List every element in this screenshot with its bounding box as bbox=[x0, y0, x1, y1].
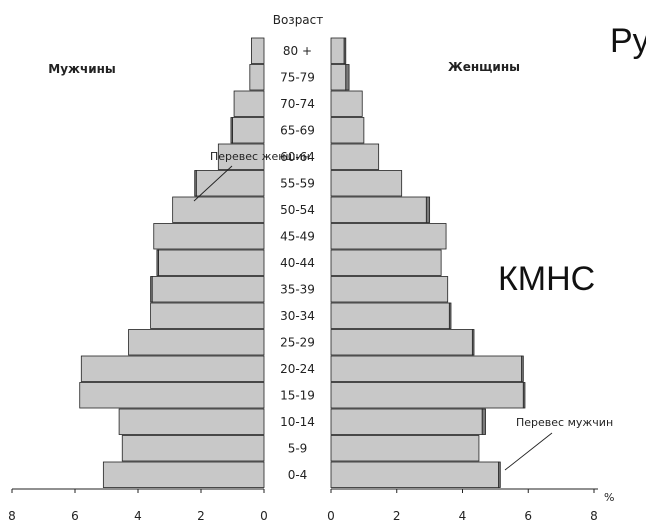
male-bar bbox=[158, 249, 265, 276]
female-bar bbox=[330, 196, 427, 223]
male-x-tick-label: 8 bbox=[8, 509, 16, 523]
female-bar bbox=[330, 435, 480, 462]
male-excess-segment bbox=[150, 276, 153, 303]
age-group-label: 0-4 bbox=[288, 468, 308, 482]
age-group-label: 70-74 bbox=[280, 97, 315, 111]
female-excess-segment bbox=[425, 196, 431, 223]
female-excess-segment bbox=[521, 355, 524, 382]
female-bar bbox=[330, 355, 523, 382]
male-bar bbox=[79, 382, 265, 409]
female-excess-segment bbox=[481, 408, 486, 435]
age-group-label: 65-69 bbox=[280, 123, 315, 137]
top-right-text: Ру bbox=[610, 22, 646, 60]
age-group-labels: 80 + 75-79 70-74 65-69 60-64 55-59 50-54 45-49 4… bbox=[280, 44, 315, 482]
male-x-tick-label: 2 bbox=[197, 509, 205, 523]
male-bar bbox=[233, 90, 265, 117]
age-group-label: 5-9 bbox=[288, 441, 308, 455]
female-x-tick-label: 6 bbox=[524, 509, 532, 523]
male-bars bbox=[79, 37, 265, 488]
female-bar bbox=[330, 170, 403, 197]
female-bar bbox=[330, 143, 380, 170]
female-excess-segment bbox=[343, 37, 347, 64]
male-bar bbox=[195, 170, 265, 197]
age-group-label: 75-79 bbox=[280, 70, 315, 84]
male-x-tick-label: 6 bbox=[71, 509, 79, 523]
female-excess-pointer bbox=[193, 165, 233, 202]
age-group-label: 35-39 bbox=[280, 282, 315, 296]
female-bar bbox=[330, 249, 442, 276]
male-bar bbox=[250, 37, 265, 64]
male-excess-segment bbox=[156, 249, 159, 276]
female-bar bbox=[330, 64, 347, 91]
male-bar bbox=[118, 408, 265, 435]
male-bar bbox=[150, 302, 265, 329]
age-group-label: 50-54 bbox=[280, 203, 315, 217]
female-excess-segment bbox=[448, 302, 452, 329]
male-x-tick-label: 4 bbox=[134, 509, 142, 523]
age-group-label: 60-64 bbox=[280, 150, 315, 164]
female-bar bbox=[330, 382, 524, 409]
middle-right-text: КМНС bbox=[498, 260, 595, 298]
age-group-label: 30-34 bbox=[280, 309, 315, 323]
male-bar bbox=[172, 196, 265, 223]
female-x-tick-label: 2 bbox=[393, 509, 401, 523]
female-bar bbox=[330, 223, 447, 250]
x-axes: 8 6 4 2 0 0 2 4 6 8 bbox=[8, 488, 598, 523]
male-excess-annotation: Перевес мужчин bbox=[516, 416, 613, 429]
male-bar bbox=[151, 276, 265, 303]
age-group-label: 20-24 bbox=[280, 362, 315, 376]
male-bar bbox=[102, 461, 265, 488]
male-excess-segment bbox=[194, 170, 197, 197]
female-bar bbox=[330, 117, 365, 144]
age-group-label: 15-19 bbox=[280, 388, 315, 402]
male-bar bbox=[153, 223, 265, 250]
female-bar bbox=[330, 302, 450, 329]
female-excess-segment bbox=[522, 382, 526, 409]
age-group-label: 55-59 bbox=[280, 176, 315, 190]
female-bars bbox=[330, 37, 526, 488]
male-bar bbox=[232, 117, 265, 144]
female-excess-annotation: Перевес женшин bbox=[210, 150, 310, 163]
female-bar bbox=[330, 37, 345, 64]
female-x-tick-label: 4 bbox=[459, 509, 467, 523]
age-group-label: 10-14 bbox=[280, 415, 315, 429]
age-axis-label: Возраст bbox=[273, 13, 324, 27]
male-bar bbox=[249, 64, 265, 91]
female-x-tick-label: 8 bbox=[590, 509, 598, 523]
male-bar bbox=[128, 329, 265, 356]
female-group-label: Женщины bbox=[448, 60, 520, 74]
x-axis-unit: % bbox=[604, 491, 614, 504]
female-bar bbox=[330, 329, 473, 356]
age-group-label: 40-44 bbox=[280, 256, 315, 270]
male-excess-pointer bbox=[504, 432, 553, 471]
female-excess-segment bbox=[345, 64, 350, 91]
male-bar bbox=[217, 143, 265, 170]
male-x-tick-label: 0 bbox=[260, 509, 268, 523]
female-bar bbox=[330, 90, 363, 117]
male-bar bbox=[121, 435, 265, 462]
age-group-label: 45-49 bbox=[280, 229, 315, 243]
female-excess-segment bbox=[471, 329, 475, 356]
age-group-label: 80 + bbox=[283, 44, 312, 58]
female-bar bbox=[330, 408, 483, 435]
female-bar bbox=[330, 276, 449, 303]
male-excess-segment bbox=[230, 117, 233, 144]
male-group-label: Мужчины bbox=[48, 62, 116, 76]
female-excess-segment bbox=[498, 461, 501, 488]
female-bar bbox=[330, 461, 500, 488]
age-group-label: 25-29 bbox=[280, 335, 315, 349]
female-x-tick-label: 0 bbox=[327, 509, 335, 523]
male-bar bbox=[80, 355, 265, 382]
